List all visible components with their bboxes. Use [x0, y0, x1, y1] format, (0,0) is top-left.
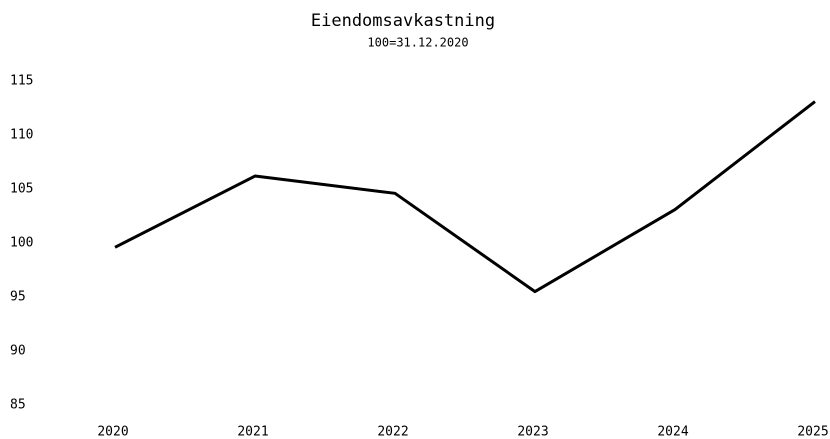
- x-tick-label: 2020: [97, 425, 128, 439]
- x-tick-label: 2025: [797, 425, 828, 439]
- x-tick-label: 2022: [377, 425, 408, 439]
- x-tick-label: 2021: [237, 425, 268, 439]
- y-tick-label: 100: [10, 236, 33, 251]
- chart-title: Eiendomsavkastning: [311, 11, 495, 31]
- y-tick-label: 95: [10, 290, 26, 305]
- y-tick-label: 85: [10, 398, 26, 413]
- y-tick-label: 105: [10, 182, 33, 197]
- y-tick-label: 110: [10, 128, 33, 143]
- chart-subtitle: 100=31.12.2020: [367, 36, 468, 50]
- y-tick-label: 90: [10, 344, 26, 359]
- x-tick-label: 2024: [657, 425, 688, 439]
- line: [114, 100, 816, 294]
- x-tick-label: 2023: [517, 425, 548, 439]
- y-tick-label: 115: [10, 74, 33, 89]
